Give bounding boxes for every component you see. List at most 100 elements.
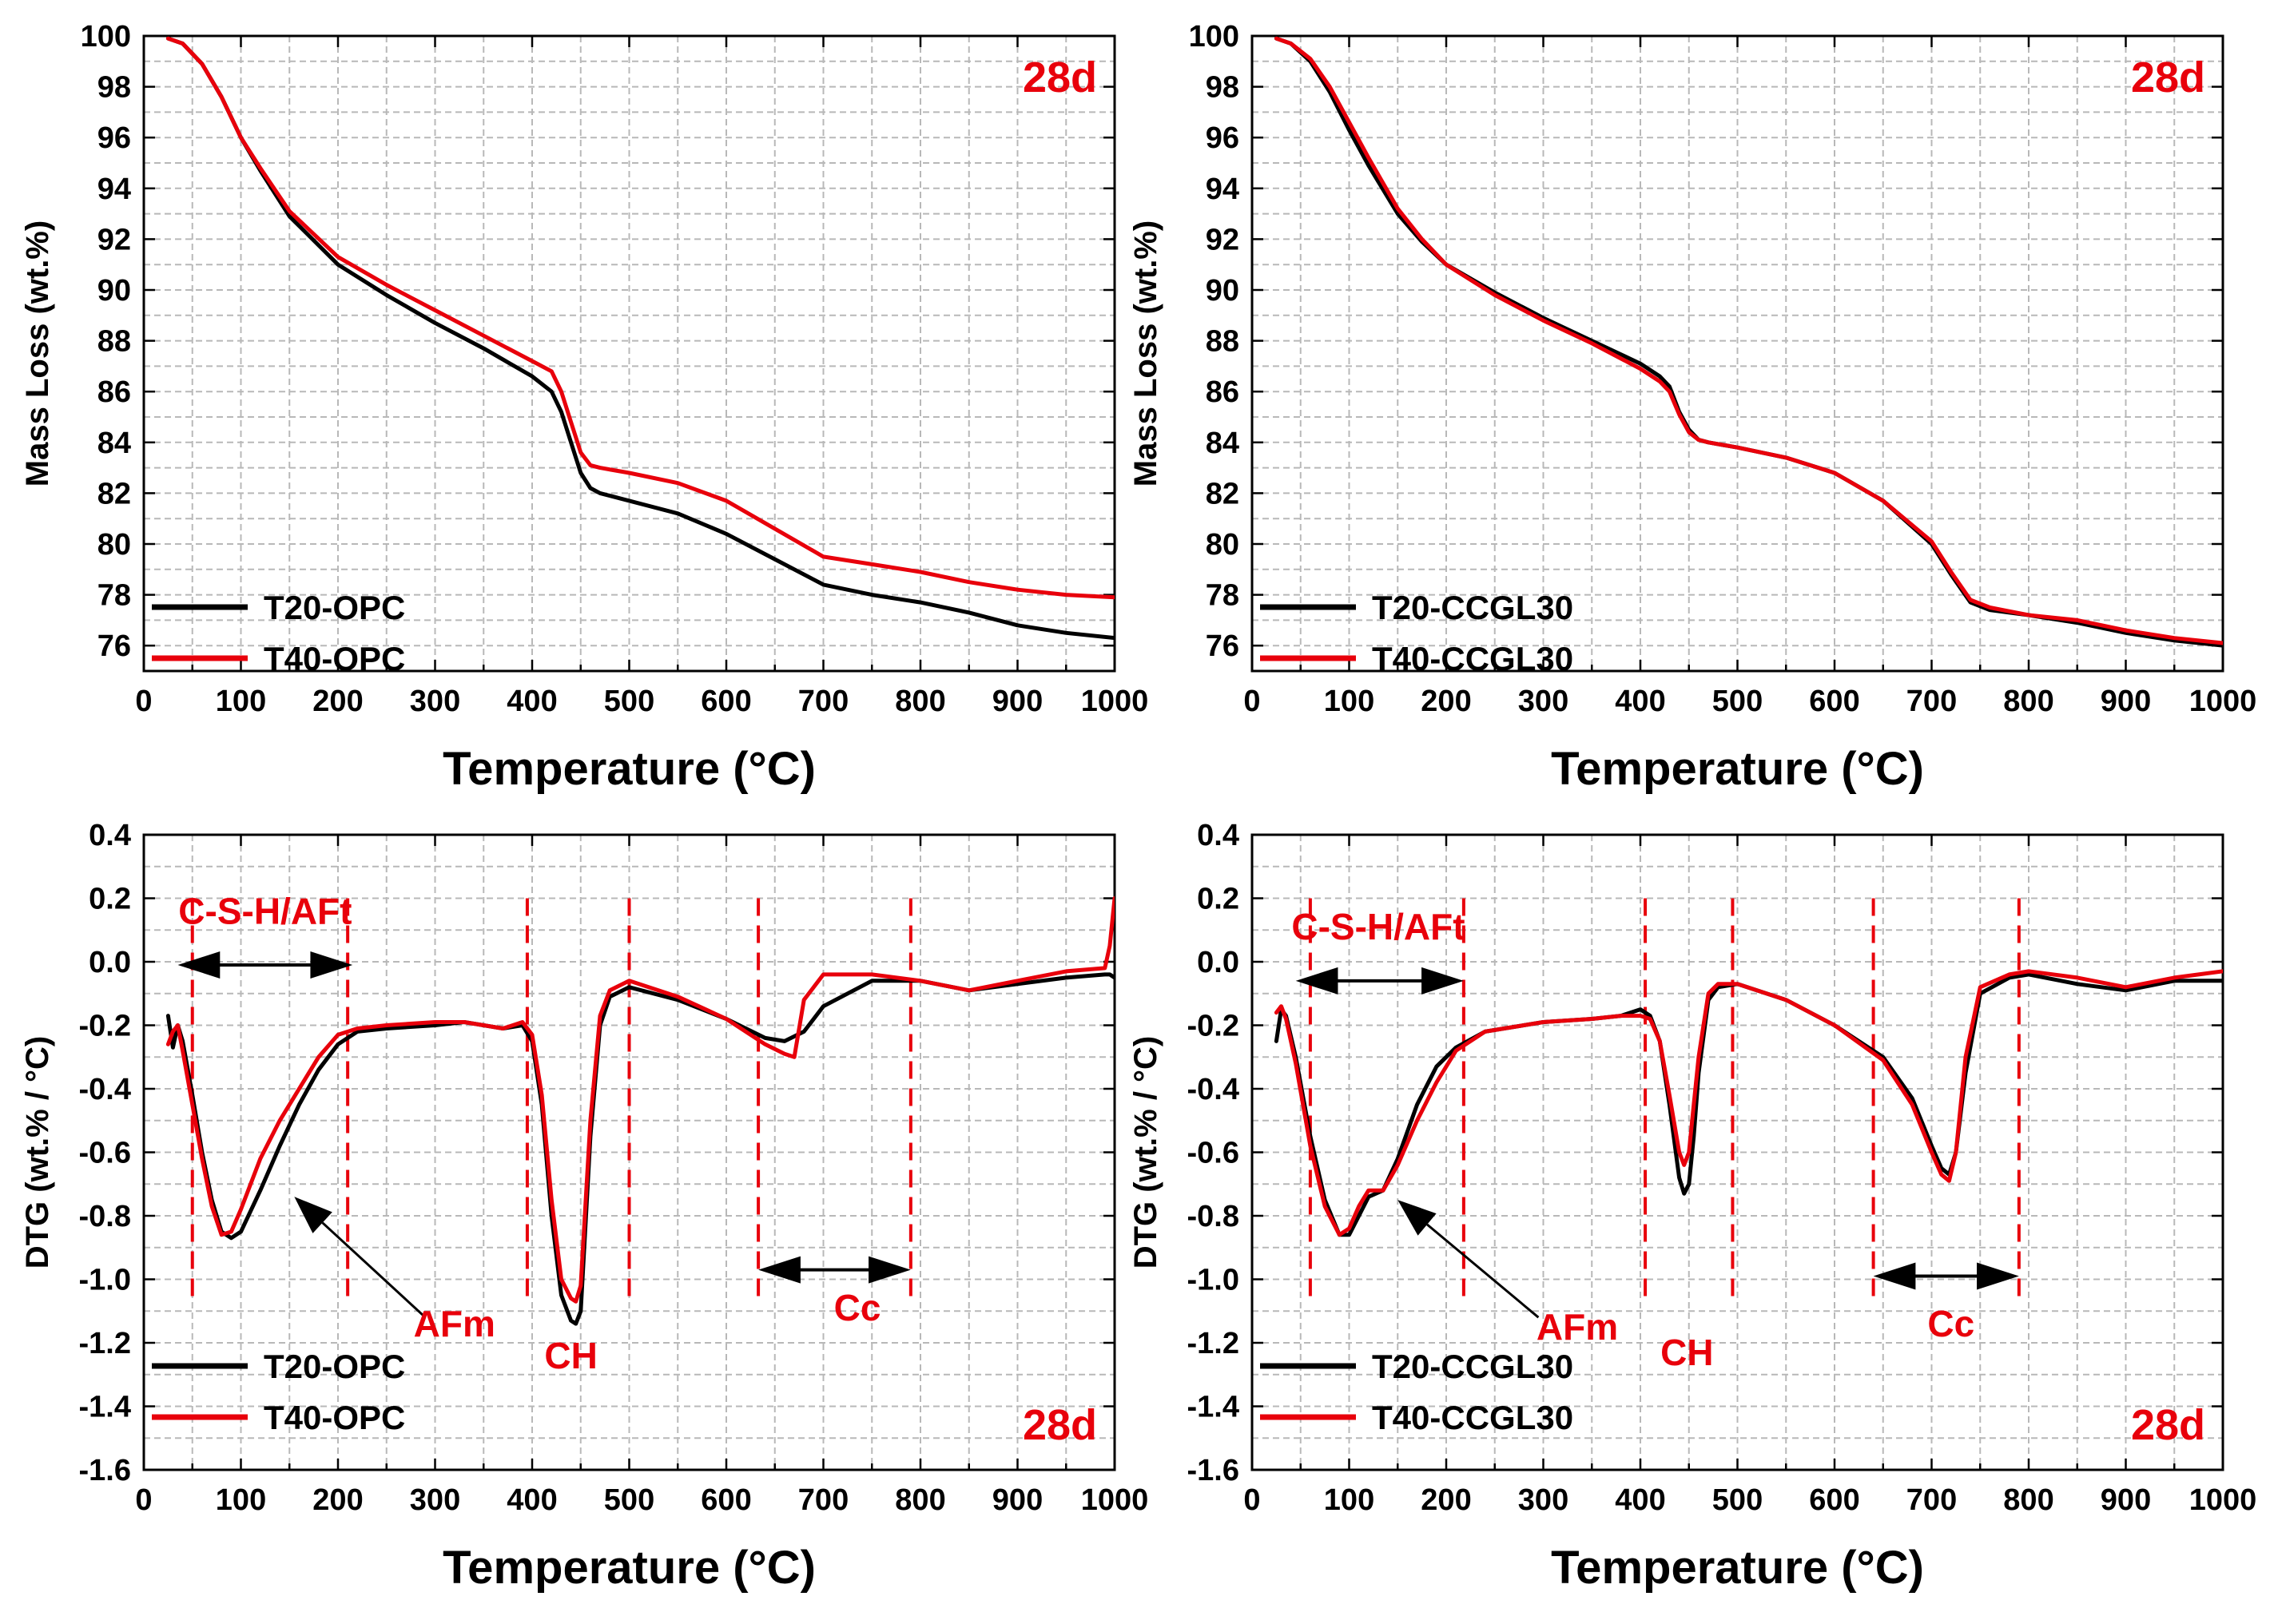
y-axis-title: DTG (wt.% / °C) [1128,1036,1163,1269]
region-label: C-S-H/AFt [178,890,352,931]
age-badge: 28d [2131,1401,2205,1449]
y-tick-label: 94 [97,173,131,206]
x-tick-label: 200 [312,1483,363,1517]
x-tick-label: 700 [798,685,849,718]
y-tick-label: -0.6 [1187,1137,1239,1170]
y-tick-label: 78 [97,579,131,613]
legend: T20-CCGL30 T40-CCGL30 [1260,589,1573,677]
x-tick-label: 200 [1421,1483,1471,1517]
y-tick-label: 76 [97,629,131,663]
x-tick-label: 300 [410,1483,460,1517]
y-tick-label: -1.2 [79,1327,131,1360]
x-tick-label: 900 [2101,685,2151,718]
y-tick-label: 96 [1206,121,1239,155]
x-tick-label: 600 [1809,685,1859,718]
x-tick-label: 900 [992,685,1043,718]
y-tick-label: 96 [97,121,131,155]
x-tick-label: 400 [507,685,557,718]
y-tick-label: 98 [97,71,131,105]
x-tick-label: 400 [1615,685,1665,718]
y-tick-label: 84 [1206,427,1239,460]
y-tick-label: 92 [97,223,131,256]
y-tick-label: -0.8 [79,1200,131,1233]
y-tick-label: 0.2 [1197,883,1239,916]
y-tick-label: -1.6 [1187,1454,1239,1487]
y-tick-label: 0.0 [1197,946,1239,979]
y-tick-label: 0.2 [89,883,131,916]
x-tick-label: 100 [216,685,266,718]
x-tick-label: 600 [701,1483,751,1517]
x-tick-label: 300 [410,685,460,718]
y-tick-label: -0.4 [79,1073,131,1106]
panel-dtg-ccgl30: 0 100 200 300 400 500 600 700 800 900 1000 -1.6 -1.4… [1128,819,2256,1594]
x-tick-label: 600 [701,685,751,718]
x-tick-label: 1000 [2189,1483,2257,1517]
y-axis-title: Mass Loss (wt.%) [20,220,55,486]
series-line [165,36,1115,600]
x-tick-label: 900 [2101,1483,2151,1517]
region-label: AFm [1537,1306,1618,1348]
x-tick-label: 300 [1518,1483,1568,1517]
x-axis-title: Temperature (°C) [1551,1542,1924,1594]
region-label: Cc [1927,1303,1974,1344]
legend-label: T20-OPC [264,1348,405,1385]
y-tick-label: 80 [1206,528,1239,562]
x-tick-label: 600 [1809,1483,1859,1517]
pointer-arrow-head [1397,1200,1437,1236]
y-tick-label: 94 [1206,173,1239,206]
pointer-arrow-shaft [1426,1223,1540,1319]
x-tick-label: 1000 [1081,685,1149,718]
series-group [165,896,1115,1326]
y-tick-label: 98 [1206,71,1239,105]
y-axis-title: Mass Loss (wt.%) [1128,220,1163,486]
y-tick-label: -0.8 [1187,1200,1239,1233]
legend-label: T40-OPC [264,640,405,677]
y-tick-label: 84 [97,427,131,460]
y-tick-label: -1.2 [1187,1327,1239,1360]
y-tick-label: 82 [97,477,131,510]
legend-label: T20-OPC [264,589,405,626]
y-tick-label: 90 [97,274,131,308]
x-tick-label: 100 [1324,1483,1374,1517]
y-tick-label: 78 [1206,579,1239,613]
series-line [165,896,1115,1304]
double-arrow-head-right [310,951,353,979]
legend-label: T40-CCGL30 [1372,1399,1573,1436]
y-tick-label: 100 [81,20,131,54]
y-tick-label: 88 [97,325,131,359]
x-tick-label: 100 [216,1483,266,1517]
y-tick-label: -1.0 [79,1264,131,1297]
legend-label: T40-OPC [264,1399,405,1436]
x-tick-label: 200 [312,685,363,718]
x-axis-title: Temperature (°C) [1551,743,1924,795]
pointer-arrow-head [294,1197,332,1233]
x-tick-label: 800 [895,685,945,718]
x-tick-label: 400 [507,1483,557,1517]
y-tick-label: 86 [97,375,131,409]
y-tick-label: -0.6 [79,1137,131,1170]
double-arrow-head-left [1873,1262,1916,1290]
x-tick-label: 1000 [2189,685,2257,718]
x-tick-label: 700 [1906,1483,1957,1517]
series-group [165,36,1115,641]
x-tick-label: 500 [1712,685,1763,718]
y-tick-label: 0.4 [1197,819,1239,852]
legend-label: T40-CCGL30 [1372,640,1573,677]
y-tick-label: -1.4 [1187,1391,1239,1424]
series-line [1274,969,2223,1237]
y-tick-label: 88 [1206,325,1239,359]
x-tick-label: 400 [1615,1483,1665,1517]
series-group [1274,36,2223,648]
x-tick-label: 300 [1518,685,1568,718]
x-tick-label: 800 [895,1483,945,1517]
x-tick-label: 0 [1243,1483,1260,1517]
y-tick-label: 92 [1206,223,1239,256]
x-tick-label: 500 [604,685,654,718]
age-badge: 28d [1023,54,1097,101]
series-line [1274,36,2223,645]
y-tick-label: -0.2 [1187,1010,1239,1043]
y-tick-label: -0.4 [1187,1073,1239,1106]
legend-label: T20-CCGL30 [1372,1348,1573,1385]
double-arrow-head-left [177,951,221,979]
